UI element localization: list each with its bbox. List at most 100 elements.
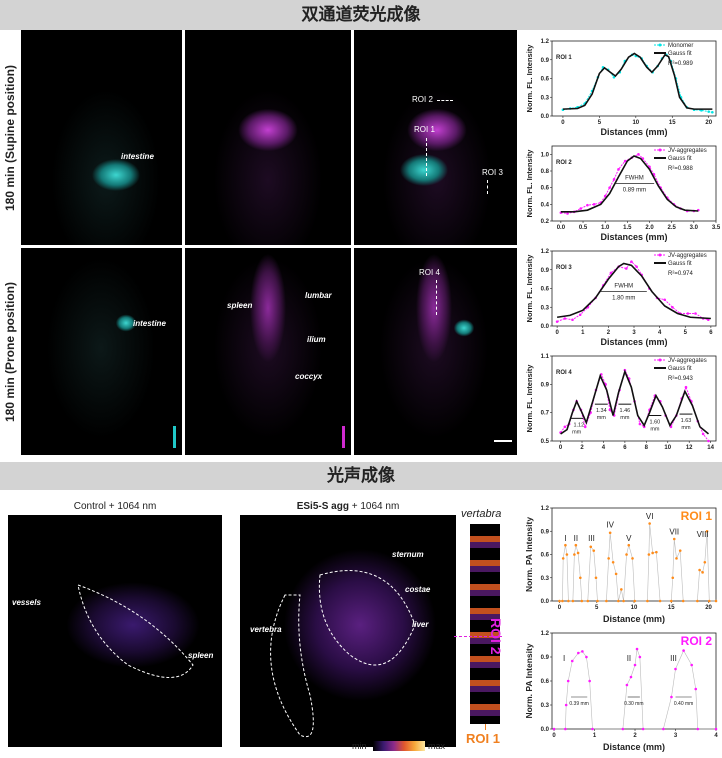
chart-fl-roi-1: 0 5 10 15 20 0.0 0.3 0.6 0.9 1.2 Distances (mm) Nor… <box>522 33 722 143</box>
label-ilium: ilium <box>307 335 326 344</box>
data-point <box>586 599 590 603</box>
data-point <box>641 157 645 160</box>
roi-label-3: ROI 3 <box>482 168 503 177</box>
data-point <box>617 599 620 603</box>
y-tick-label: 0.6 <box>541 186 550 192</box>
roi-2-line <box>454 636 502 637</box>
width-value: 1.34 <box>596 408 607 414</box>
data-point <box>591 727 594 731</box>
x-tick-label: 1.5 <box>623 225 632 231</box>
data-point <box>674 667 677 671</box>
peak-label: VIII <box>697 530 709 539</box>
roi-1-line <box>485 724 486 730</box>
data-point <box>564 543 567 547</box>
legend-entry: Gauss fit <box>668 156 692 162</box>
x-tick-label: 0 <box>552 733 556 739</box>
x-tick-label: 2.5 <box>668 225 677 231</box>
legend-marker <box>658 358 662 362</box>
r-squared: R²=0.974 <box>668 271 694 277</box>
chart-fl-roi-2: 0.0 0.5 1.0 1.5 2.0 2.5 3.0 3.5 0.2 0.4 0.6 0.8 1.0 D… <box>522 138 722 248</box>
data-point <box>567 599 570 603</box>
data-point <box>580 599 584 603</box>
data-point <box>579 576 582 580</box>
chart-fl-roi-4: 0 2 4 6 8 10 12 14 0.5 0.7 0.9 1.1 Norm. FL. Intensi… <box>522 348 722 460</box>
fwhm-value: 0.89 mm <box>623 188 646 194</box>
y-tick-label: 0.8 <box>541 169 550 175</box>
data-point <box>608 186 611 189</box>
data-point <box>641 727 645 731</box>
pa-caption-esi: ESi5-S agg + 1064 nm <box>240 501 456 512</box>
data-point <box>672 537 676 541</box>
label-lumbar: lumbar <box>305 291 332 300</box>
r-squared: R²=0.989 <box>668 61 694 67</box>
x-tick-label: 0 <box>558 605 562 611</box>
peak-label: III <box>670 654 677 663</box>
x-tick-label: 2.0 <box>645 225 654 231</box>
data-point <box>635 265 638 268</box>
x-tick-label: 1 <box>581 330 585 336</box>
data-point <box>620 588 623 591</box>
x-tick-label: 2 <box>633 733 637 739</box>
data-point <box>561 599 564 603</box>
data-point <box>655 550 658 554</box>
y-tick-label: 0.2 <box>541 219 550 225</box>
strip-title: vertabra <box>461 508 502 520</box>
data-point <box>705 529 709 533</box>
label-coccyx: coccyx <box>295 372 323 381</box>
data-point <box>627 543 631 547</box>
width-value: 0.30 mm <box>624 701 643 707</box>
x-tick-label: 6 <box>623 445 627 451</box>
y-tick-label: 0.0 <box>541 599 550 605</box>
data-point <box>701 432 705 436</box>
data-point <box>675 557 678 560</box>
data-point <box>696 599 699 603</box>
data-point <box>625 553 628 556</box>
roi-label: ROI 4 <box>556 370 572 376</box>
y-tick-label: 0.6 <box>541 679 550 685</box>
chart-pa-roi-2: 0 1 2 3 4 0.0 0.3 0.6 0.9 1.2 Distance (mm) Norm. P… <box>518 625 722 758</box>
legend-marker <box>658 253 662 257</box>
data-point <box>646 599 649 603</box>
data-point <box>658 599 662 603</box>
x-tick-label: 2 <box>607 330 611 336</box>
data-point <box>555 320 559 323</box>
width-value: 1.46 <box>620 408 631 414</box>
fl-image-supine-merged: ROI 2 ROI 1 ROI 3 <box>354 30 517 245</box>
y-tick-label: 0.0 <box>541 324 550 330</box>
row-label-text: 180 min (Prone position) <box>3 281 18 422</box>
y-tick-label: 1.2 <box>541 39 550 45</box>
peak-label: I <box>564 534 566 543</box>
data-point <box>714 727 718 731</box>
x-tick-label: 5 <box>595 605 599 611</box>
width-value: 1.63 <box>681 418 692 424</box>
data-point <box>629 675 633 679</box>
caption-bold: ESi5-S agg <box>296 501 349 512</box>
x-tick-label: 0.5 <box>579 225 588 231</box>
y-tick-label: 0.7 <box>541 411 550 417</box>
data-point <box>681 599 685 603</box>
x-axis-label: Distance (mm) <box>603 614 665 624</box>
roi-label: ROI 1 <box>681 509 713 523</box>
roi-label: ROI 1 <box>556 55 572 61</box>
x-tick-label: 5 <box>684 330 688 336</box>
data-point <box>633 599 637 603</box>
x-tick-label: 0.0 <box>557 225 566 231</box>
colorbar-min: min <box>352 741 367 751</box>
roi-line-1 <box>426 138 427 176</box>
width-unit: mm <box>681 425 691 431</box>
legend-entry: Monomer <box>668 43 693 49</box>
label-costae: costae <box>405 585 431 594</box>
legend-marker <box>658 43 662 47</box>
chart-svg: 0 5 10 15 20 0.0 0.3 0.6 0.9 1.2 Distances (mm) Nor… <box>525 39 717 137</box>
data-point <box>566 212 569 215</box>
y-tick-label: 0.9 <box>541 655 550 661</box>
data-point <box>663 298 667 302</box>
y-tick-label: 0.6 <box>541 287 550 293</box>
pa-section-title: 光声成像 <box>0 462 722 490</box>
y-tick-label: 0.0 <box>541 727 550 733</box>
data-point <box>592 203 596 206</box>
chart-fl-roi-3: 0 1 2 3 4 5 6 0.0 0.3 0.6 0.9 1.2 Distances (mm) Norm… <box>522 243 722 353</box>
data-point <box>612 75 616 79</box>
legend-entry: Gauss fit <box>668 366 692 372</box>
scale-marker-cyan <box>173 426 176 448</box>
